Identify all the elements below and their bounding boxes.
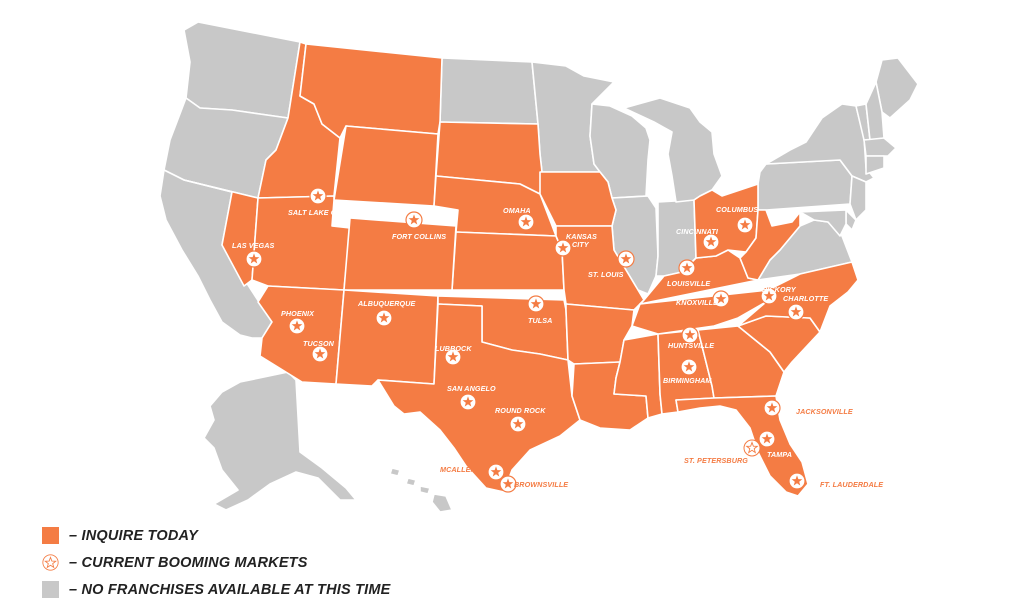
city-label-lubbock: LUBBOCK (435, 344, 472, 353)
city-label-jacksonville: JACKSONVILLE (796, 407, 853, 416)
state-montana (299, 43, 443, 139)
legend-label-unavailable: – NO FRANCHISES AVAILABLE AT THIS TIME (69, 581, 391, 598)
city-label-cincinnati: CINCINNATI (676, 227, 719, 236)
state-colorado (343, 217, 457, 291)
legend-label-inquire: – INQUIRE TODAY (69, 527, 198, 544)
city-label-st-louis: ST. LOUIS (588, 270, 624, 279)
map-legend: – INQUIRE TODAY – CURRENT BOOMING MARKET… (42, 522, 562, 603)
city-markers-layer: SALT LAKE CITY LAS VEGAS FORT COLLINS OMAHA… (232, 187, 883, 493)
city-label-round-rock: ROUND ROCK (495, 406, 546, 415)
state-massachusetts (863, 137, 897, 157)
city-label-charlotte: CHARLOTTE (783, 294, 828, 303)
city-label-huntsville: HUNTSVILLE (668, 341, 714, 350)
marker-albuquerque (375, 309, 393, 327)
city-label-san-angelo: SAN ANGELO (447, 384, 496, 393)
state-new-hampshire (865, 81, 885, 141)
marker-brownsville (499, 475, 517, 493)
marker-louisville (678, 259, 696, 277)
marker-ft-lauderdale (788, 472, 806, 490)
marker-lubbock (444, 348, 462, 366)
state-pennsylvania (757, 159, 853, 211)
marker-tucson (311, 345, 329, 363)
orange-square-swatch-icon (42, 527, 59, 544)
marker-cincinnati (702, 233, 720, 251)
states-layer (159, 21, 919, 513)
star-in-circle-icon (42, 554, 59, 571)
state-kansas (451, 231, 565, 291)
city-label-kansas-city: KANSAS CITY (566, 232, 599, 249)
city-label-brownsville: BROWNSVILLE (514, 480, 568, 489)
city-label-hickory: HICKORY (762, 285, 797, 294)
legend-row-inquire: – INQUIRE TODAY (42, 522, 562, 549)
city-label-ft-lauderdale: FT. LAUDERDALE (820, 480, 883, 489)
state-florida (675, 395, 809, 497)
legend-label-booming: – CURRENT BOOMING MARKETS (69, 554, 308, 571)
marker-charlotte (787, 303, 805, 321)
city-label-st-petersburg: ST. PETERSBURG (684, 456, 748, 465)
marker-las-vegas (245, 250, 263, 268)
marker-hickory (760, 287, 778, 305)
city-label-las-vegas: LAS VEGAS (232, 241, 275, 250)
city-label-birmingham: BIRMINGHAM (663, 376, 712, 385)
state-maine (875, 57, 919, 119)
marker-omaha (517, 213, 535, 231)
marker-tampa (758, 430, 776, 448)
city-label-knoxville: KNOXVILLE (676, 298, 718, 307)
marker-salt-lake-city (309, 187, 327, 205)
city-label-tulsa: TULSA (528, 316, 552, 325)
state-north-dakota (439, 57, 539, 125)
state-arizona (257, 285, 345, 385)
marker-fort-collins (405, 211, 423, 229)
state-connecticut (865, 155, 885, 175)
marker-kansas-city (554, 239, 572, 257)
state-north-carolina (737, 261, 859, 333)
marker-phoenix (288, 317, 306, 335)
state-new-jersey (849, 175, 867, 221)
marker-round-rock (509, 415, 527, 433)
city-label-albuquerque: ALBUQUERQUE (357, 299, 416, 308)
city-label-louisville: LOUISVILLE (667, 279, 710, 288)
state-alaska (203, 371, 357, 511)
city-label-fort-collins: FORT COLLINS (392, 232, 446, 241)
marker-huntsville (681, 326, 699, 344)
gray-square-swatch-icon (42, 581, 59, 598)
marker-san-angelo (459, 393, 477, 411)
marker-birmingham (680, 358, 698, 376)
city-label-tucson: TUCSON (303, 339, 335, 348)
city-label-salt-lake-city: SALT LAKE CITY (288, 208, 349, 217)
marker-columbus (736, 216, 754, 234)
state-hawaii (389, 467, 453, 513)
city-label-columbus: COLUMBUS (716, 205, 758, 214)
legend-row-unavailable: – NO FRANCHISES AVAILABLE AT THIS TIME (42, 576, 562, 603)
marker-mcallen (487, 463, 505, 481)
city-label-omaha: OMAHA (503, 206, 531, 215)
marker-jacksonville (763, 399, 781, 417)
legend-row-booming: – CURRENT BOOMING MARKETS (42, 549, 562, 576)
state-maryland (799, 209, 847, 237)
marker-st-petersburg (743, 439, 761, 457)
city-label-tampa: TAMPA (767, 450, 792, 459)
city-label-phoenix: PHOENIX (281, 309, 315, 318)
state-washington (183, 21, 301, 119)
city-label-mcallen: MCALLEN (440, 465, 477, 474)
marker-st-louis (617, 250, 635, 268)
state-wyoming (333, 125, 439, 207)
state-west-virginia (739, 209, 801, 281)
marker-tulsa (527, 295, 545, 313)
marker-knoxville (712, 290, 730, 308)
state-iowa (539, 171, 617, 227)
